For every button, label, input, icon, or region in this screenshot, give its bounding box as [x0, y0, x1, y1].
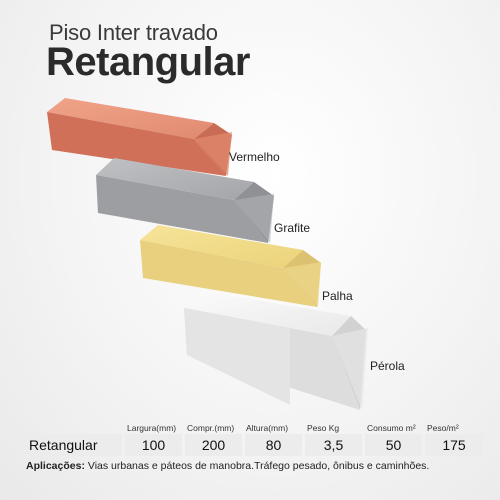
value-comprimento: 200 [185, 434, 242, 456]
value-peso-m2: 175 [425, 434, 483, 456]
brick-palha [140, 225, 321, 307]
brick-grafite [96, 158, 274, 243]
row-name: Retangular [24, 434, 122, 456]
header-consumo: Consumo m² [367, 423, 416, 433]
bricks-illustration [47, 98, 368, 410]
specs-row: Retangular 100 200 80 3,5 50 175 [24, 434, 484, 456]
header-largura: Largura(mm) [127, 423, 177, 433]
applications-description: Vias urbanas e páteos de manobra.Tráfego… [87, 460, 430, 472]
value-peso: 3,5 [305, 434, 362, 456]
brick-label-grafite: Grafite [274, 221, 311, 235]
brick-label-vermelho: Vermelho [229, 150, 280, 164]
header-peso-m2: Peso/m² [427, 423, 459, 433]
value-largura: 100 [125, 434, 182, 456]
value-consumo: 50 [365, 434, 422, 456]
value-altura: 80 [245, 434, 302, 456]
applications-text: Aplicações: Vias urbanas e páteos de man… [26, 460, 429, 472]
title-line-1: Piso Inter travado [49, 20, 218, 45]
header-comprimento: Compr.(mm) [187, 423, 235, 433]
header-altura: Altura(mm) [246, 423, 289, 433]
header-peso: Peso Kg [307, 423, 340, 433]
brick-vermelho [47, 98, 232, 176]
applications-label: Aplicações: [26, 460, 85, 472]
brick-label-palha: Palha [322, 289, 353, 303]
page-title: Retangular [46, 40, 250, 84]
brick-perola [184, 291, 368, 410]
brick-label-perola: Pérola [370, 359, 405, 373]
